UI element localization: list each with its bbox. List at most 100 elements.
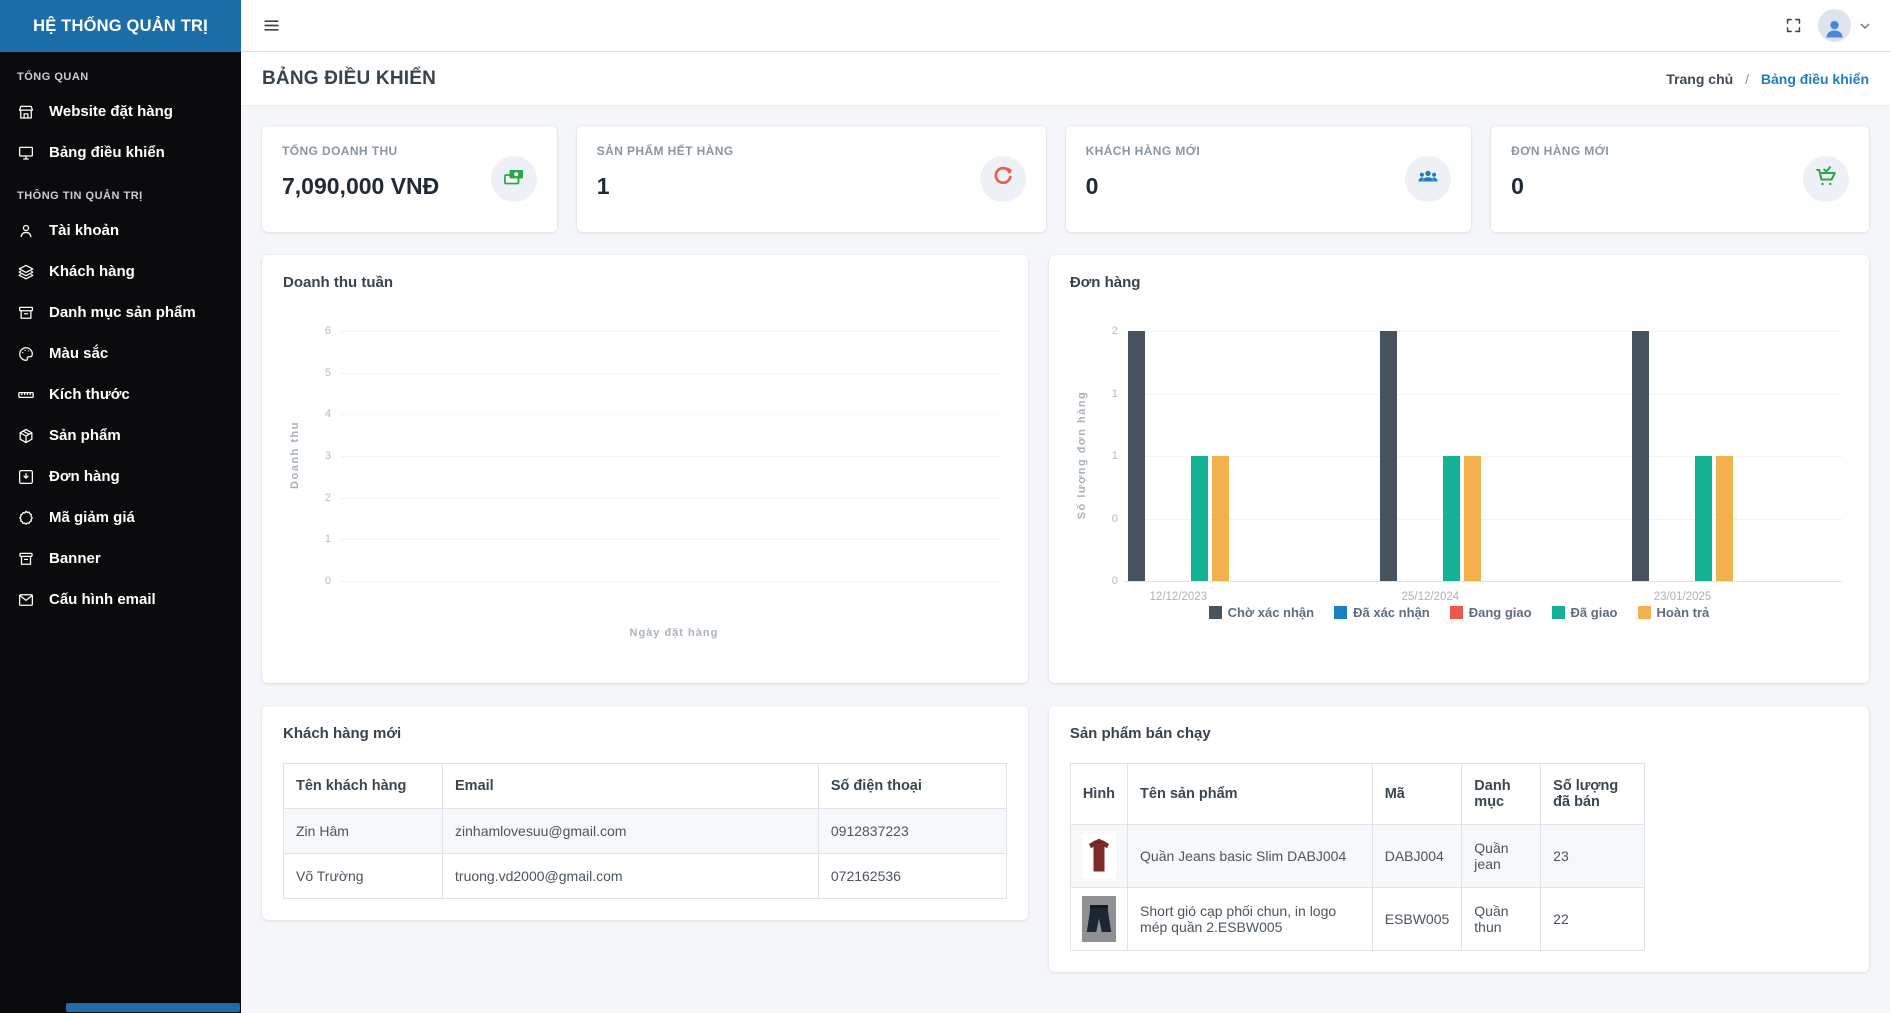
bar-groups: 12/12/2023 25/12/2024 23/01/2025	[1070, 331, 1848, 603]
gridline	[1127, 518, 1842, 520]
table-header-row: Hình Tên sản phẩm Mã Danh mục Số lượng đã bá…	[1069, 763, 1645, 825]
breadcrumb-separator: /	[1745, 71, 1749, 87]
sidebar-item-user[interactable]: Tài khoản	[0, 210, 241, 251]
sidebar-item-archive[interactable]: Danh mục sản phẩm	[0, 292, 241, 333]
brand-title: HỆ THỐNG QUẢN TRỊ	[0, 0, 241, 52]
sidebar-item-layers[interactable]: Khách hàng	[0, 251, 241, 292]
stat-card: ĐƠN HÀNG MỚI 0	[1491, 126, 1869, 232]
bar-slot	[1716, 456, 1733, 581]
stat-label: KHÁCH HÀNG MỚI	[1085, 144, 1201, 158]
sidebar-item-package[interactable]: Sản phẩm	[0, 415, 241, 456]
bar-slot	[1190, 456, 1208, 581]
gridline	[341, 497, 1001, 499]
bar-group: 25/12/2024	[1379, 331, 1481, 603]
dropdown-caret-icon[interactable]	[1860, 23, 1870, 29]
legend-item[interactable]: Đang giao	[1449, 605, 1532, 620]
legend-label: Chờ xác nhận	[1227, 605, 1315, 620]
sidebar-item-label: Banner	[49, 550, 101, 567]
banknotes-icon	[502, 165, 526, 194]
refresh-icon	[991, 165, 1015, 194]
fullscreen-icon[interactable]	[1784, 16, 1803, 35]
tables-row: Khách hàng mới Tên khách hàng Email Số điệ…	[262, 706, 1869, 972]
red-tshirt-image	[1081, 833, 1116, 879]
sidebar-scrollbar-thumb[interactable]	[66, 1003, 240, 1012]
stat-text: ĐƠN HÀNG MỚI 0	[1511, 144, 1609, 214]
orders-chart: Số lượng đơn hàng 2 1 1 0 0 12/12/2023 25/12/20…	[1070, 325, 1848, 620]
new-customers-title: Khách hàng mới	[283, 725, 402, 742]
bar-Hoàn trả	[1463, 456, 1481, 581]
y-axis-title-text: Doanh thu	[289, 421, 301, 489]
sidebar-item-label: Sản phẩm	[49, 427, 121, 444]
bar-slot	[1695, 456, 1712, 581]
sidebar-item-discount-badge[interactable]: Mã giảm giá	[0, 497, 241, 538]
legend-label: Đã giao	[1570, 605, 1618, 620]
topbar-right	[1784, 9, 1870, 42]
legend-label: Hoàn trả	[1656, 605, 1710, 620]
layers-icon	[17, 263, 35, 281]
x-axis-category: 12/12/2023	[1149, 591, 1208, 603]
table-cell: 0912837223	[817, 808, 1007, 854]
table-cell-image	[1069, 824, 1129, 888]
legend-item[interactable]: Đã xác nhận	[1334, 605, 1430, 620]
table-cell: Quần Jeans basic Slim DABJ004	[1127, 824, 1373, 888]
stat-card: TỔNG DOANH THU 7,090,000 VNĐ	[262, 126, 557, 232]
breadcrumb-current-link[interactable]: Bảng điều khiển	[1760, 71, 1869, 87]
best-sellers-table: Hình Tên sản phẩm Mã Danh mục Số lượng đã bá…	[1069, 763, 1848, 951]
table-cell: ESBW005	[1371, 887, 1463, 951]
line-chart-plot: Doanh thu 6 5 4 3 2 1 0	[289, 325, 1001, 587]
table-cell: DABJ004	[1371, 824, 1463, 888]
legend-label: Đã xác nhận	[1353, 605, 1430, 620]
sidebar-item-ruler[interactable]: Kích thước	[0, 374, 241, 415]
sidebar-item-label: Màu sắc	[49, 345, 109, 362]
y-tick-label: 1	[324, 533, 331, 546]
x-axis-category: 25/12/2024	[1401, 591, 1460, 603]
bar-Đã giao	[1190, 456, 1208, 581]
bar-group-bars	[1632, 331, 1733, 581]
y-tick-label: 4	[324, 408, 331, 421]
column-header: Mã	[1371, 763, 1463, 825]
sidebar-item-storefront[interactable]: Website đặt hàng	[0, 91, 241, 132]
table-head: Hình Tên sản phẩm Mã Danh mục Số lượng đã bá…	[1069, 763, 1645, 825]
sidebar-item-label: Kích thước	[49, 386, 130, 403]
legend-item[interactable]: Chờ xác nhận	[1208, 605, 1315, 620]
sidebar-item-inbox-in[interactable]: Đơn hàng	[0, 456, 241, 497]
breadcrumb-home-link[interactable]: Trang chủ	[1666, 71, 1734, 87]
bar-group-bars	[1127, 331, 1229, 581]
avatar[interactable]	[1818, 9, 1851, 42]
sidebar-item-palette[interactable]: Màu sắc	[0, 333, 241, 374]
sidebar-item-banner-box[interactable]: Banner	[0, 538, 241, 579]
discount-badge-icon	[17, 509, 35, 527]
user-icon	[17, 222, 35, 240]
inbox-in-icon	[17, 468, 35, 486]
x-axis-line	[1123, 581, 1842, 582]
x-axis-category: 23/01/2025	[1653, 591, 1712, 603]
gridline	[341, 372, 1001, 374]
sidebar-item-mail[interactable]: Cấu hình email	[0, 579, 241, 620]
table-cell-image	[1069, 887, 1129, 951]
legend-item[interactable]: Đã giao	[1551, 605, 1618, 620]
revenue-chart-title: Doanh thu tuần	[283, 274, 393, 291]
storefront-icon	[17, 103, 35, 121]
charts-row: Doanh thu tuần Doanh thu 6 5 4 3 2 1 0 Ngày đặt …	[262, 255, 1869, 683]
bar-Đã giao	[1695, 456, 1712, 581]
y-tick-label: 3	[324, 450, 331, 462]
y-tick-label: 6	[324, 325, 331, 337]
stat-value: 0	[1085, 173, 1099, 199]
stat-value: 1	[596, 173, 610, 199]
gridline	[341, 456, 1001, 457]
stat-icon-circle	[979, 156, 1026, 202]
sidebar-item-monitor[interactable]: Bảng điều khiển	[0, 132, 241, 173]
bar-Chờ xác nhận	[1127, 331, 1145, 581]
bar-Chờ xác nhận	[1632, 331, 1649, 581]
stat-label: SẢN PHẨM HẾT HÀNG	[596, 144, 734, 158]
gridline	[1127, 456, 1842, 457]
best-sellers-table: Hình Tên sản phẩm Mã Danh mục Số lượng đã bá…	[1069, 763, 1645, 951]
best-sellers-title: Sản phẩm bán chạy	[1069, 725, 1211, 742]
revenue-chart-card: Doanh thu tuần Doanh thu 6 5 4 3 2 1 0 Ngày đặt …	[262, 255, 1028, 683]
gridline	[1127, 393, 1842, 395]
stat-value: 7,090,000 VNĐ	[282, 173, 440, 199]
legend-item[interactable]: Hoàn trả	[1637, 605, 1710, 620]
table-body: Quần Jeans basic Slim DABJ004 DABJ004 Quần…	[1069, 824, 1645, 951]
menu-icon[interactable]	[262, 16, 281, 35]
chart-legend: Chờ xác nhận Đã xác nhận Đang giao Đã giao H…	[1070, 605, 1848, 620]
